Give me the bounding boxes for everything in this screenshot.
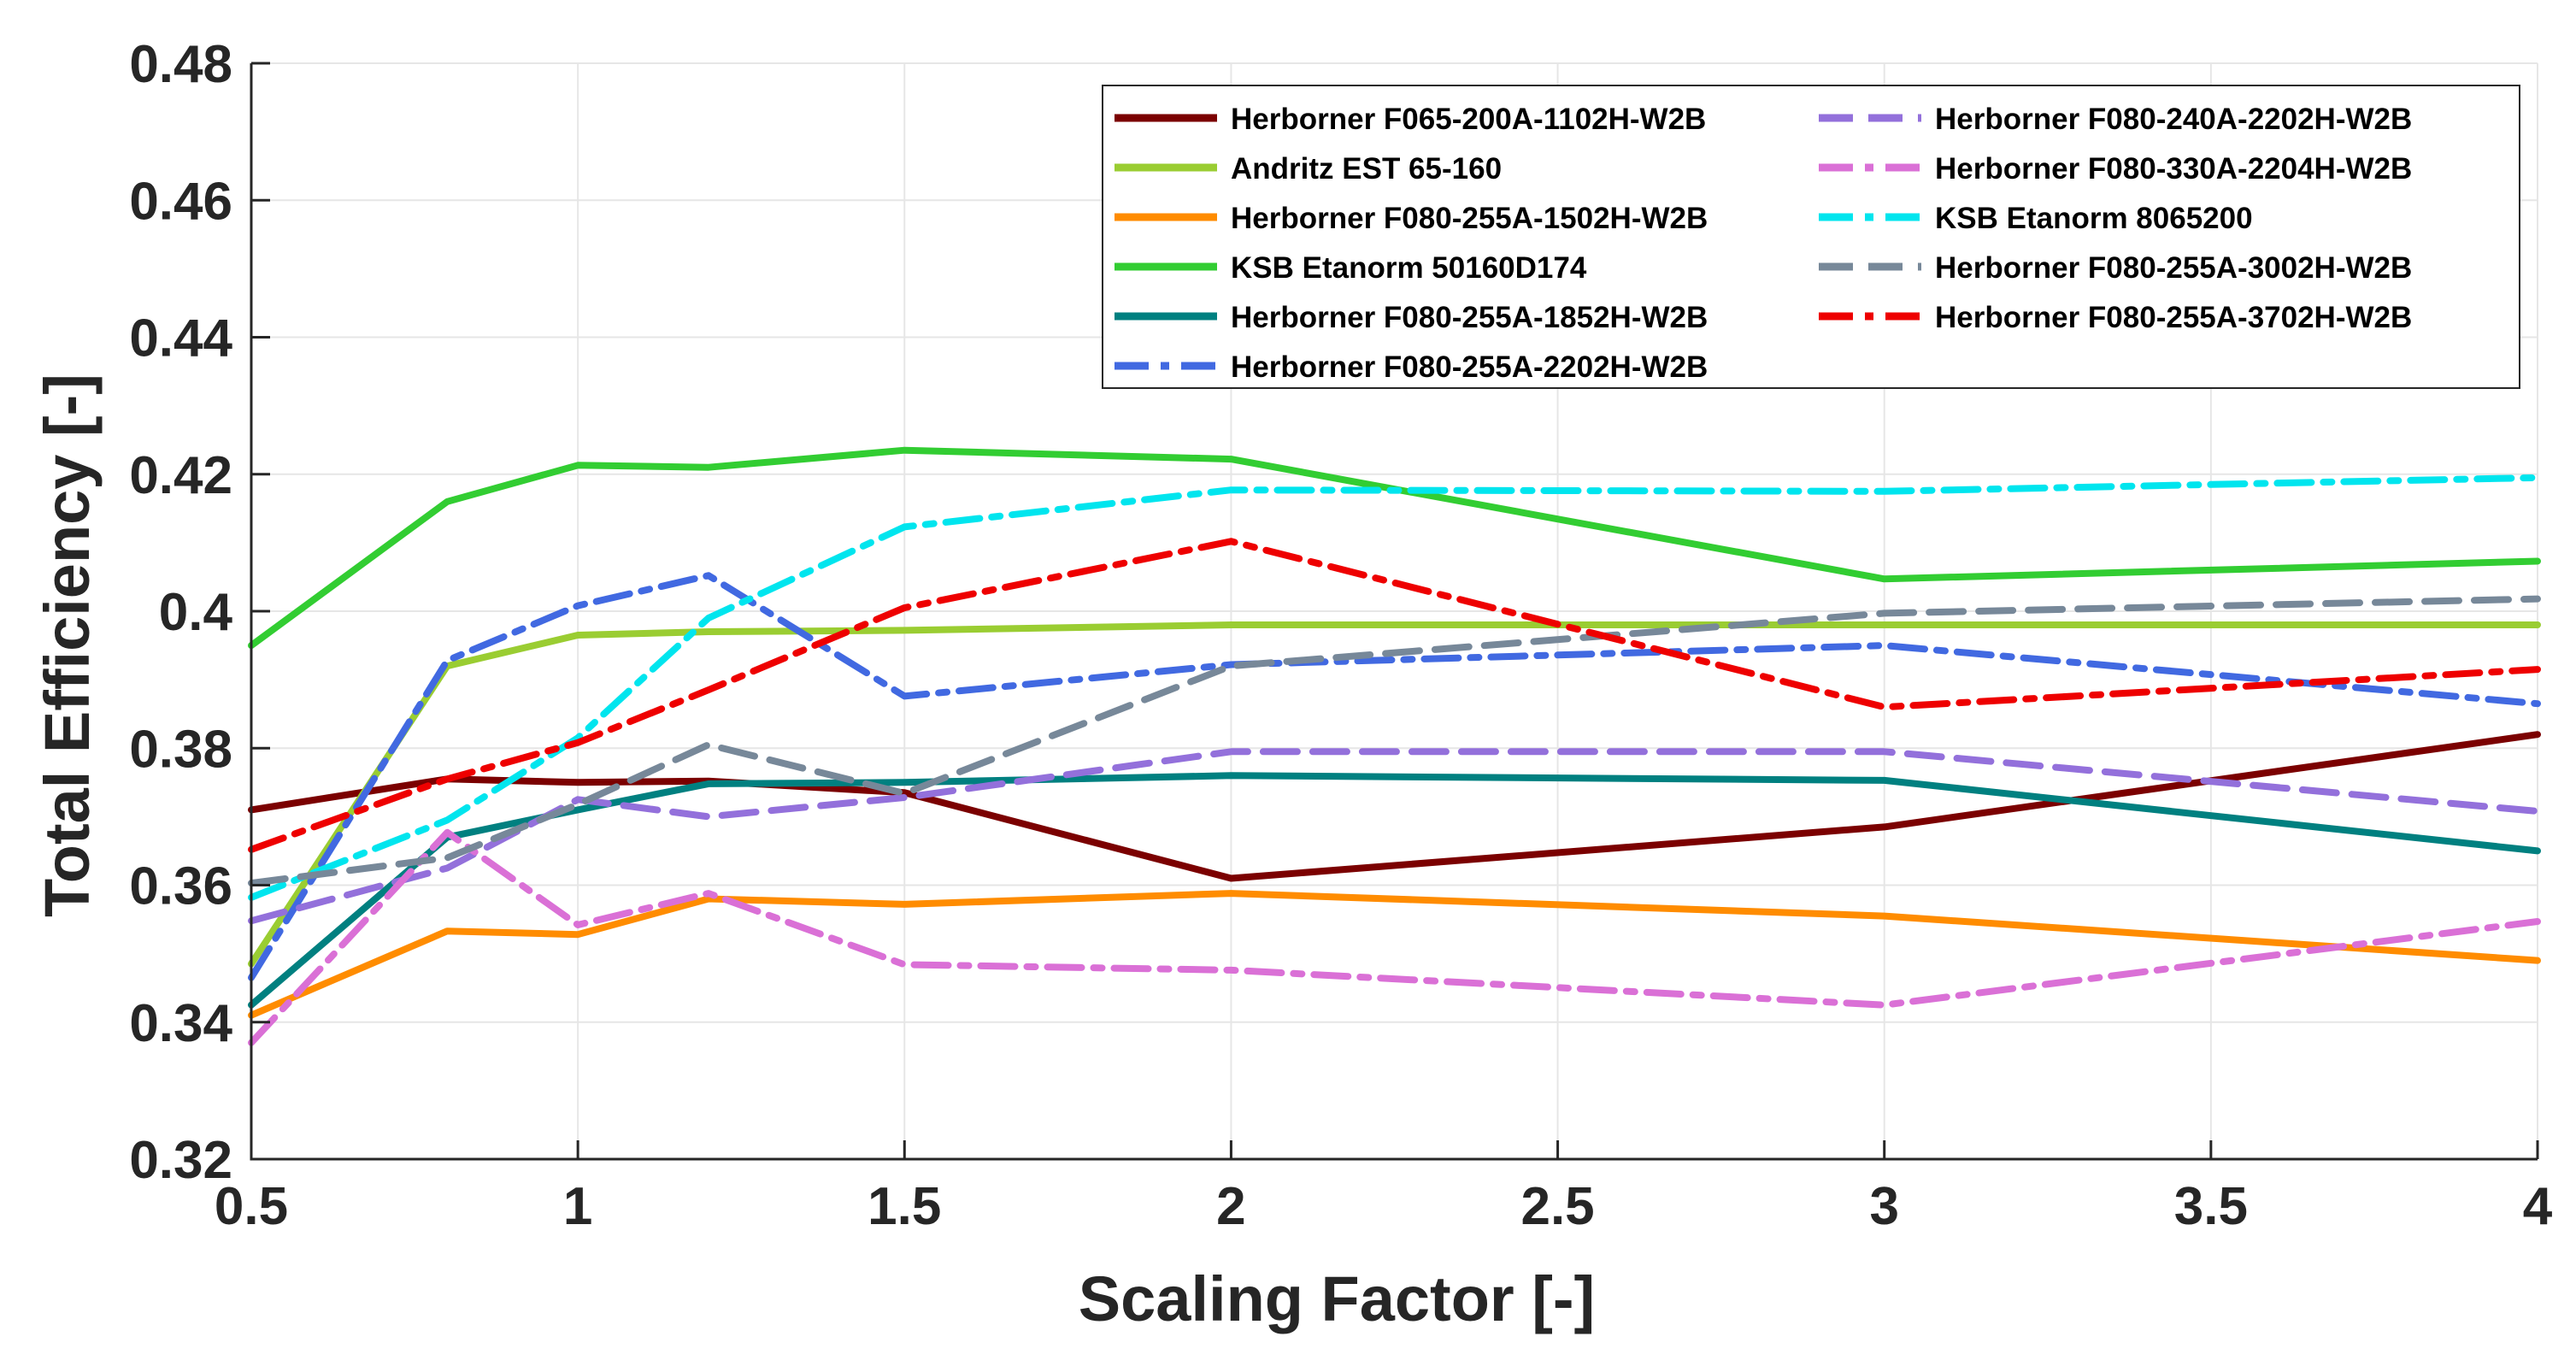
y-tick-label: 0.4	[159, 583, 233, 642]
axes	[250, 62, 2539, 1161]
legend-label: Herborner F080-255A-2202H-W2B	[1231, 350, 1708, 384]
y-tick-label: 0.42	[129, 446, 232, 505]
y-tick-label: 0.32	[129, 1131, 232, 1190]
series-line	[248, 572, 2541, 981]
y-tick-label: 0.36	[129, 857, 232, 916]
x-tick-label: 1	[563, 1177, 592, 1236]
x-tick-label: 0.5	[215, 1177, 288, 1236]
x-tick-label: 2	[1216, 1177, 1245, 1236]
legend-box	[1102, 85, 2520, 389]
y-tick-label: 0.46	[129, 172, 232, 231]
series-line	[248, 446, 2541, 650]
x-tick-label: 2.5	[1520, 1177, 1594, 1236]
x-tick-label: 1.5	[867, 1177, 941, 1236]
legend-label: KSB Etanorm 8065200	[1935, 202, 2253, 235]
series-line	[248, 748, 2541, 925]
legend-label: KSB Etanorm 50160D174	[1231, 251, 1587, 285]
y-tick-label: 0.44	[129, 309, 232, 368]
x-axis-title: Scaling Factor [-]	[1079, 1263, 1595, 1334]
tick-labels: 0.5 1 1.5 2 2.5 3 3.5 4 0.32 0.34 0.36 0.38 0.4 0.42 0…	[129, 35, 2552, 1236]
y-tick-label: 0.48	[129, 35, 232, 94]
legend-label: Herborner F080-240A-2202H-W2B	[1935, 103, 2412, 136]
y-tick-label: 0.38	[129, 720, 232, 779]
legend-label: Herborner F080-330A-2204H-W2B	[1935, 152, 2412, 185]
x-tick-label: 3	[1869, 1177, 1898, 1236]
series-line	[248, 731, 2541, 882]
legend-label: Herborner F080-255A-3002H-W2B	[1935, 251, 2412, 285]
series-line	[248, 595, 2541, 887]
legend-label: Herborner F065-200A-1102H-W2B	[1231, 103, 1706, 136]
series-line	[248, 890, 2541, 1019]
y-tick-label: 0.34	[129, 994, 232, 1053]
x-tick-label: 3.5	[2174, 1177, 2248, 1236]
legend-label: Herborner F080-255A-1502H-W2B	[1231, 202, 1708, 235]
legend-label: Herborner F080-255A-1852H-W2B	[1231, 301, 1708, 334]
series-line	[248, 772, 2541, 1009]
x-tick-label: 4	[2523, 1177, 2553, 1236]
series-line	[248, 474, 2541, 901]
legend-label: Andritz EST 65-160	[1231, 152, 1502, 185]
legend: Herborner F065-200A-1102H-W2B Andritz EST…	[1102, 85, 2520, 389]
series-line	[248, 538, 2541, 853]
series-lines	[248, 446, 2541, 1046]
series-line	[248, 621, 2541, 968]
y-axis-title: Total Efficiency [-]	[32, 374, 103, 917]
legend-label: Herborner F080-255A-3702H-W2B	[1935, 301, 2412, 334]
